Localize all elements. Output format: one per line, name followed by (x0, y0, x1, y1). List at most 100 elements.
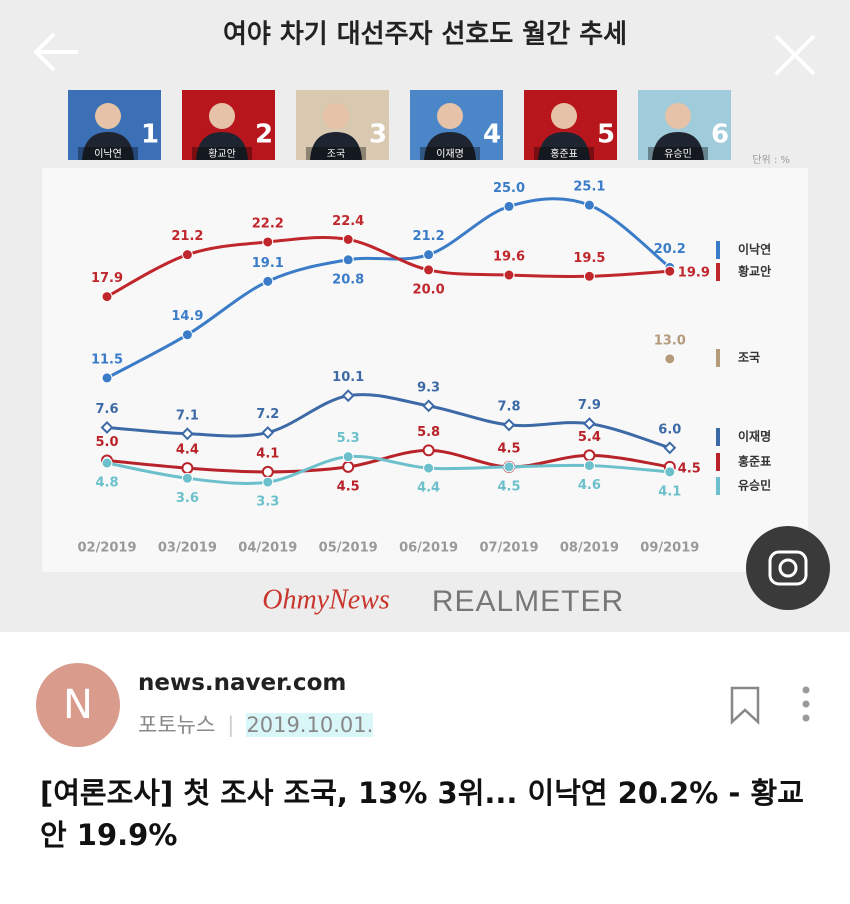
data-label: 17.9 (91, 271, 123, 286)
data-point (261, 465, 274, 478)
candidate-photo (310, 132, 362, 160)
data-point (342, 460, 355, 473)
chart-title: 여야 차기 대선주자 선호도 월간 추세 (223, 20, 627, 50)
data-label: 10.1 (332, 370, 364, 385)
data-point (503, 461, 515, 473)
data-label: 3.6 (176, 491, 199, 506)
data-label: 20.0 (413, 282, 445, 297)
name-strip (420, 147, 480, 160)
data-label: 4.5 (497, 479, 520, 494)
headline[interactable]: [여론조사] 첫 조사 조국, 13% 3위... 이낙연 20.2% - 황교… (40, 776, 804, 852)
unit-label: 단위 : % (752, 153, 790, 166)
data-label: 20.8 (332, 272, 364, 287)
candidate-name: 유승민 (664, 148, 692, 160)
candidate-photo (538, 132, 590, 160)
data-label: 19.1 (252, 256, 284, 271)
data-label: 4.8 (95, 476, 118, 491)
data-label: 4.5 (337, 479, 360, 494)
candidate-photo (82, 132, 134, 160)
data-point (422, 399, 436, 413)
more-button[interactable] (802, 686, 810, 722)
name-strip (192, 147, 252, 160)
candidate-name: 홍준표 (550, 147, 578, 160)
date: 2019.10.01. (246, 713, 374, 737)
source-avatar: N (36, 663, 120, 747)
candidate-rank: 3 (369, 120, 387, 150)
data-point (341, 389, 355, 403)
separator: | (227, 713, 235, 737)
data-point (503, 269, 515, 281)
name-strip (534, 147, 594, 160)
data-point (342, 451, 354, 463)
legend-label: 조국 (738, 351, 760, 365)
camera-button[interactable] (746, 526, 830, 610)
legend-swatch (716, 477, 720, 495)
data-point (502, 418, 516, 432)
name-strip (78, 147, 138, 160)
data-point (262, 476, 274, 488)
x-tick-label: 04/2019 (238, 541, 297, 556)
data-label: 22.4 (332, 214, 364, 229)
data-point (503, 200, 515, 212)
back-button[interactable] (33, 32, 78, 72)
legend-label: 이재명 (738, 429, 771, 444)
series-line (106, 235, 670, 298)
bookmark-button[interactable] (730, 686, 760, 725)
candidate-photo (551, 103, 577, 129)
candidate-rank: 4 (483, 120, 501, 150)
data-label: 4.1 (256, 446, 279, 461)
candidate-photo (652, 132, 704, 160)
x-tick-label: 02/2019 (77, 541, 136, 556)
legend-label: 홍준표 (738, 454, 771, 469)
candidate-photo (209, 103, 235, 129)
x-tick-label: 09/2019 (640, 541, 699, 556)
legend-swatch (716, 453, 720, 471)
series-line (106, 393, 671, 450)
candidate-rank: 2 (255, 120, 273, 150)
data-label: 7.8 (497, 399, 520, 414)
data-point (181, 329, 193, 341)
data-label: 4.4 (176, 443, 199, 458)
data-point (664, 265, 676, 277)
data-point (181, 462, 194, 475)
data-point (101, 372, 113, 384)
data-label: 19.9 (678, 266, 710, 281)
legend-swatch (716, 428, 720, 446)
data-point (262, 236, 274, 248)
data-label: 4.5 (678, 461, 701, 476)
name-strip (648, 147, 708, 160)
candidate-photo (424, 132, 476, 160)
close-button[interactable] (774, 34, 816, 76)
source-name[interactable]: news.naver.com (138, 670, 347, 696)
data-label: 19.6 (493, 250, 525, 265)
data-label: 19.5 (573, 251, 605, 266)
candidate-rank: 6 (711, 120, 729, 150)
data-point (180, 427, 194, 441)
data-label: 7.6 (95, 402, 118, 417)
x-tick-label: 06/2019 (399, 541, 458, 556)
x-tick-label: 08/2019 (560, 541, 619, 556)
data-point (583, 460, 595, 472)
actions (730, 686, 810, 725)
data-label: 25.0 (493, 181, 525, 196)
data-label: 5.8 (417, 425, 440, 440)
data-point (261, 426, 275, 439)
data-label: 7.2 (256, 407, 279, 422)
data-point (181, 472, 193, 484)
data-label: 5.0 (95, 435, 118, 450)
data-point (583, 199, 595, 211)
data-label: 14.9 (171, 309, 203, 324)
data-point (181, 249, 193, 261)
chart-image: 여야 차기 대선주자 선호도 월간 추세 단위 : % 이낙연 1 황교안 2 조국 3 이… (0, 0, 850, 632)
data-point (664, 466, 676, 478)
candidate-photo (437, 103, 463, 129)
data-point (422, 444, 435, 457)
data-point (582, 417, 596, 431)
logo: OhmyNews (262, 584, 390, 615)
name-strip (306, 147, 366, 160)
data-label: 6.0 (658, 422, 681, 437)
category: 포토뉴스 (138, 713, 216, 737)
x-tick-label: 03/2019 (158, 541, 217, 556)
data-point (423, 264, 435, 276)
